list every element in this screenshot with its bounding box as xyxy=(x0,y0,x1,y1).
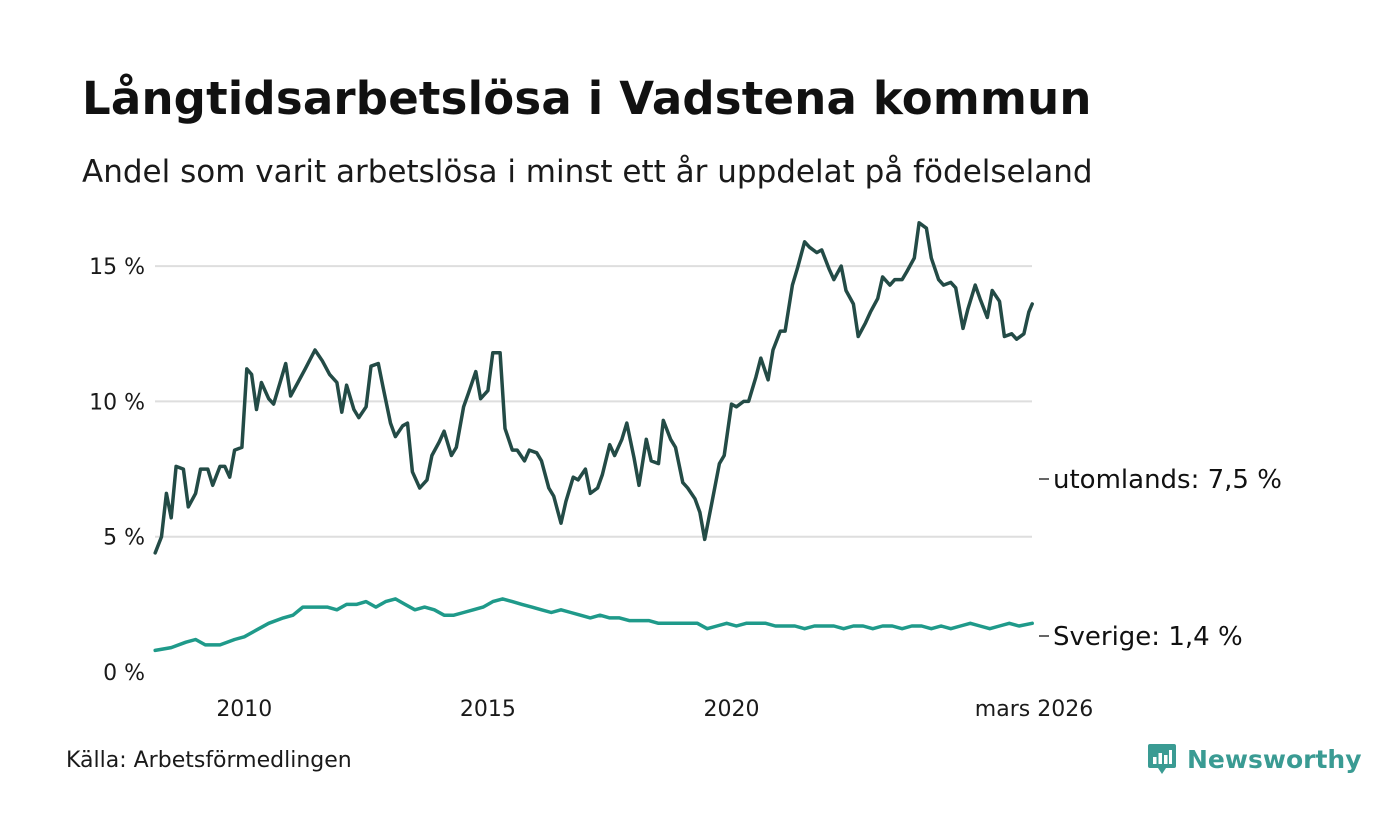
series-line-utomlands xyxy=(153,221,1034,555)
x-tick-label: mars 2026 xyxy=(975,697,1093,722)
x-tick-label: 2015 xyxy=(460,697,516,722)
bar-chart-speech-bubble-icon xyxy=(1148,744,1176,774)
x-axis-ticks: 2010 2015 2020 mars 2026 xyxy=(216,697,1093,722)
chart-subtitle: Andel som varit arbetslösa i minst ett å… xyxy=(82,154,1093,190)
gridlines xyxy=(155,265,1032,538)
series-line-sverige xyxy=(153,597,1034,653)
y-tick-label: 10 % xyxy=(89,390,145,415)
y-tick-label: 0 % xyxy=(103,661,145,686)
series-lines xyxy=(153,221,1034,653)
y-axis-ticks: 0 % 5 % 10 % 15 % xyxy=(89,255,145,686)
end-label-utomlands: utomlands: 7,5 % xyxy=(1053,465,1282,495)
y-tick-label: 5 % xyxy=(103,526,145,551)
source-note: Källa: Arbetsförmedlingen xyxy=(66,748,352,773)
end-label-sverige: Sverige: 1,4 % xyxy=(1053,622,1243,652)
brand-name: Newsworthy xyxy=(1187,744,1362,774)
chart-title: Långtidsarbetslösa i Vadstena kommun xyxy=(82,72,1092,125)
brand-logo[interactable]: Newsworthy xyxy=(1147,742,1362,776)
series-end-labels: utomlands: 7,5 % Sverige: 1,4 % xyxy=(1039,465,1282,652)
y-tick-label: 15 % xyxy=(89,255,145,280)
x-tick-label: 2020 xyxy=(704,697,760,722)
x-tick-label: 2010 xyxy=(216,697,272,722)
